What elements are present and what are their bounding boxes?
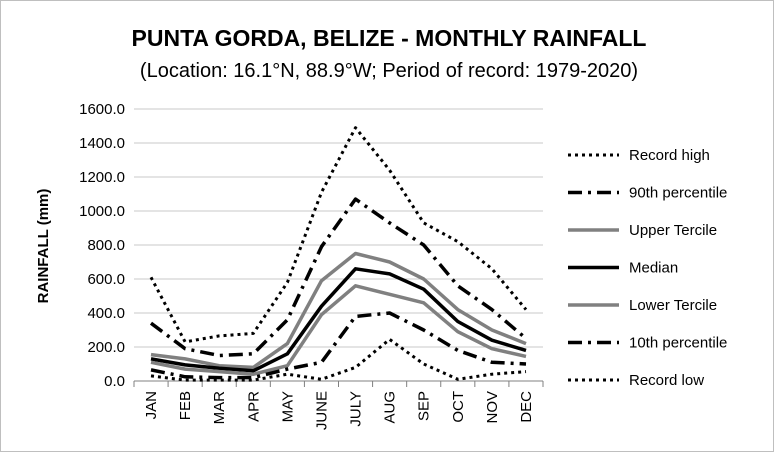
x-tick-label: AUG	[382, 391, 399, 424]
series-line	[150, 284, 527, 376]
y-tick-labels: 0.0 200.0 400.0 600.0 800.0 1000.0 1200.0 1400.…	[79, 101, 125, 390]
chart-title: PUNTA GORDA, BELIZE - MONTHLY RAINFALL	[132, 25, 647, 51]
legend-label: Upper Tercile	[629, 222, 717, 239]
y-tick-label: 1000.0	[79, 203, 125, 220]
x-tick-label: FEB	[177, 391, 194, 420]
x-tick-label: JUNE	[313, 391, 330, 430]
y-tick-label: 800.0	[87, 237, 125, 254]
x-tick-label: JULY	[348, 391, 365, 427]
y-tick-label: 400.0	[87, 305, 125, 322]
x-tick-label: NOV	[484, 391, 501, 424]
x-tick-label: APR	[245, 391, 262, 422]
x-tick-labels: JAN FEB MAR APR MAY JUNE JULY AUG SEP OCT NOV DEC	[143, 391, 535, 430]
legend-label: Lower Tercile	[629, 297, 717, 314]
x-tick-label: MAY	[279, 391, 296, 422]
legend-label: 10th percentile	[629, 335, 727, 352]
y-tick-label: 0.0	[104, 373, 125, 390]
series-line	[150, 311, 527, 380]
series-lines	[149, 126, 528, 382]
y-tick-label: 200.0	[87, 339, 125, 356]
legend: Record high 90th percentile Upper Tercile M…	[568, 147, 727, 389]
y-tick-label: 1200.0	[79, 169, 125, 186]
y-tick-label: 1400.0	[79, 135, 125, 152]
x-tick-label: DEC	[518, 391, 535, 423]
y-tick-label: 600.0	[87, 271, 125, 288]
legend-label: Record low	[629, 372, 704, 389]
x-tick-label: OCT	[450, 391, 467, 423]
series-line	[149, 197, 528, 358]
series-line	[149, 126, 528, 344]
legend-label: Median	[629, 260, 678, 277]
legend-label: Record high	[629, 147, 710, 164]
x-tick-label: MAR	[211, 391, 228, 425]
legend-label: 90th percentile	[629, 185, 727, 202]
gridlines	[133, 108, 544, 387]
series-line	[150, 251, 527, 370]
y-tick-label: 1600.0	[79, 101, 125, 118]
x-tick-label: JAN	[143, 391, 160, 419]
series-line	[150, 267, 527, 373]
series-line	[150, 337, 527, 382]
chart-subtitle: (Location: 16.1°N, 88.9°W; Period of rec…	[140, 60, 638, 82]
x-tick-label: SEP	[416, 391, 433, 421]
y-axis-label: RAINFALL (mm)	[35, 189, 52, 304]
